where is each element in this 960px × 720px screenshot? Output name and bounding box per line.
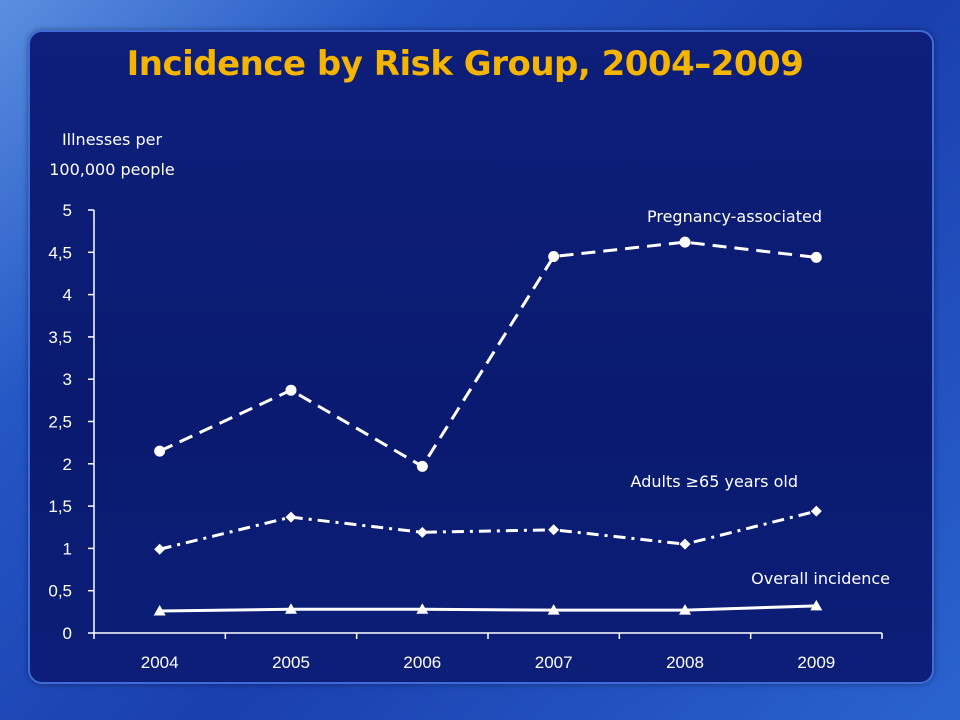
x-tick-label: 2007 [535, 653, 573, 672]
y-tick-label: 4,5 [48, 243, 72, 262]
y-tick-label: 1,5 [48, 497, 72, 516]
series-line-3 [159, 604, 817, 613]
series-label-3: Overall incidence [751, 569, 890, 588]
x-tick-label: 2004 [141, 653, 179, 672]
series-label-2: Adults ≥65 years old [631, 472, 798, 491]
x-tick-label: 2006 [403, 653, 441, 672]
data-point-triangle [547, 604, 560, 615]
data-point-circle [810, 251, 822, 263]
y-tick-label: 0,5 [48, 582, 72, 601]
data-point-diamond [679, 538, 691, 550]
data-point-diamond [548, 524, 560, 536]
chart-panel [28, 30, 934, 684]
data-point-diamond [810, 505, 822, 517]
y-tick-label: 5 [63, 201, 72, 220]
data-point-circle [548, 251, 560, 263]
series-line-2 [159, 509, 817, 551]
y-axis-label-line-1: Illnesses per [62, 130, 163, 149]
x-tick-label: 2005 [272, 653, 310, 672]
data-point-circle [679, 236, 691, 248]
y-tick-label: 3 [63, 370, 72, 389]
data-point-triangle [679, 604, 691, 615]
x-tick-label: 2008 [666, 653, 704, 672]
chart-title: Incidence by Risk Group, 2004–2009 [126, 44, 804, 84]
data-point-diamond [285, 511, 297, 523]
data-point-triangle [810, 599, 823, 611]
data-point-triangle [285, 603, 297, 614]
y-tick-label: 2,5 [48, 413, 72, 432]
y-axis-label-line-2: 100,000 people [49, 160, 174, 179]
data-point-circle [416, 460, 428, 472]
data-point-diamond [154, 543, 166, 555]
data-point-triangle [416, 603, 429, 614]
y-tick-label: 0 [63, 624, 72, 643]
data-point-triangle [153, 605, 166, 616]
data-point-circle [154, 445, 166, 457]
series-line-1 [159, 240, 817, 469]
y-tick-label: 3,5 [48, 328, 72, 347]
series-label-1: Pregnancy-associated [647, 207, 822, 226]
y-tick-label: 2 [63, 455, 72, 474]
data-point-diamond [416, 526, 428, 538]
data-point-circle [285, 384, 297, 396]
y-tick-label: 1 [63, 539, 72, 558]
x-tick-label: 2009 [797, 653, 835, 672]
y-tick-label: 4 [63, 286, 72, 305]
